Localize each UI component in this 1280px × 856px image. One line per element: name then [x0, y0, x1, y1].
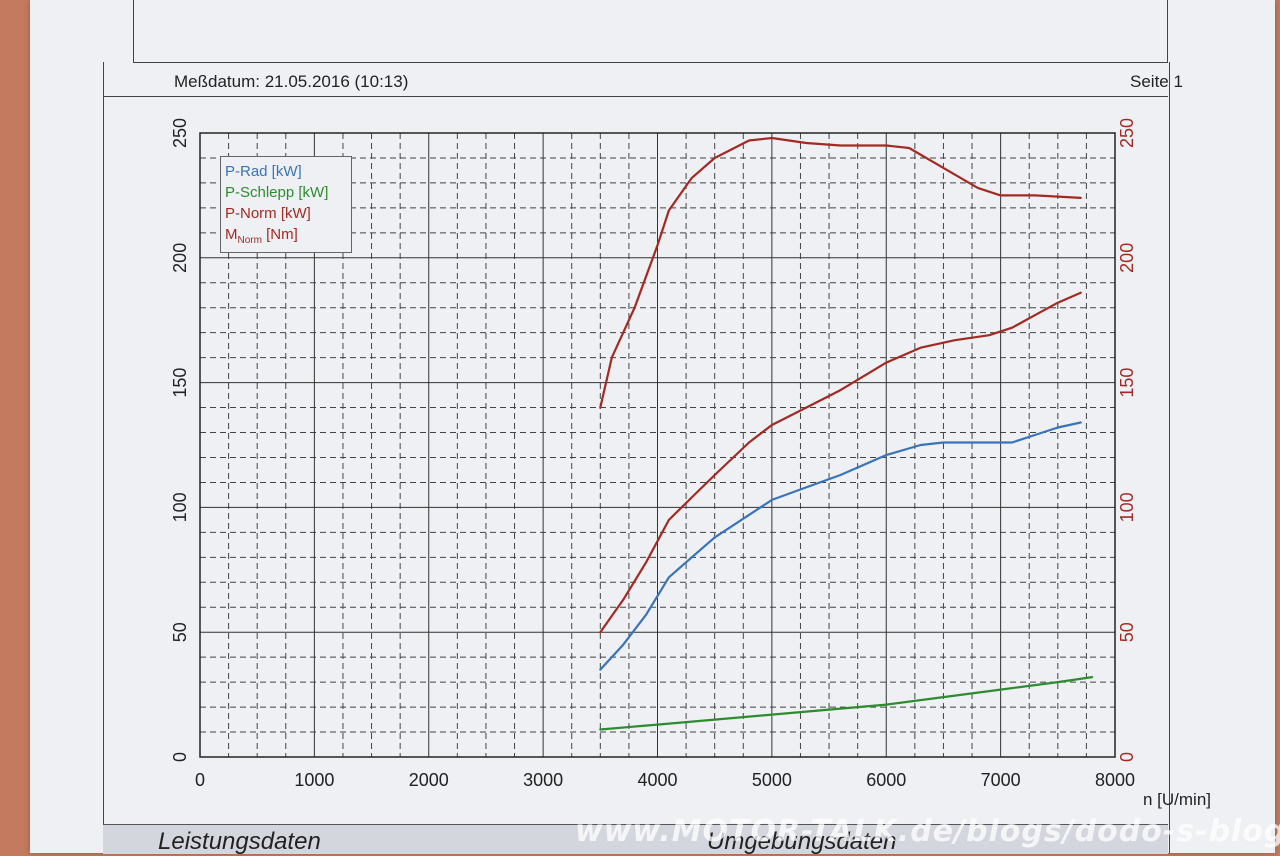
- y-tick-label: 150: [170, 368, 190, 398]
- report-frame: [103, 62, 1170, 853]
- legend-m-norm: MNorm [Nm]: [225, 226, 298, 246]
- legend-p-schlepp: P-Schlepp [kW]: [225, 184, 329, 201]
- legend-p-rad: P-Rad [kW]: [225, 163, 302, 180]
- x-tick-label: 7000: [981, 770, 1021, 790]
- x-tick-label: 0: [195, 770, 205, 790]
- y2-tick-label: 50: [1117, 622, 1137, 642]
- x-tick-label: 5000: [752, 770, 792, 790]
- y2-tick-label: 250: [1117, 118, 1137, 148]
- plot-border: [199, 132, 1116, 758]
- y-tick-label: 0: [170, 752, 190, 762]
- chart-legend: P-Rad [kW] P-Schlepp [kW] P-Norm [kW] MN…: [220, 156, 352, 253]
- y2-tick-label: 100: [1117, 492, 1137, 522]
- series-line-2: [599, 291, 1082, 634]
- section-leistungsdaten: Leistungsdaten: [158, 828, 321, 855]
- series-line-3: [599, 136, 1082, 409]
- footer-bar: [103, 824, 1168, 854]
- x-tick-label: 2000: [409, 770, 449, 790]
- section-umgebungsdaten: Umgebungsdaten: [707, 828, 897, 855]
- x-axis-label: n [U/min]: [1143, 790, 1211, 809]
- y-tick-label: 100: [170, 492, 190, 522]
- series-line-1: [599, 675, 1094, 731]
- y2-tick-label: 200: [1117, 243, 1137, 273]
- y2-tick-label: 150: [1117, 368, 1137, 398]
- x-tick-label: 8000: [1095, 770, 1135, 790]
- x-tick-label: 3000: [523, 770, 563, 790]
- measurement-date: Meßdatum: 21.05.2016 (10:13): [174, 72, 409, 91]
- y-tick-label: 200: [170, 243, 190, 273]
- y-tick-label: 50: [170, 622, 190, 642]
- watermark: www.MOTOR-TALK.de/blogs/dodo-s-blog/: [575, 814, 1280, 849]
- y-tick-label: 250: [170, 118, 190, 148]
- x-tick-label: 4000: [637, 770, 677, 790]
- page-number: Seite 1: [1130, 72, 1183, 91]
- x-tick-label: 6000: [866, 770, 906, 790]
- legend-p-norm: P-Norm [kW]: [225, 205, 311, 222]
- top-box: [133, 0, 1168, 63]
- y2-tick-label: 0: [1117, 752, 1137, 762]
- x-tick-label: 1000: [294, 770, 334, 790]
- header-divider: [103, 96, 1168, 97]
- series-line-0: [599, 421, 1082, 671]
